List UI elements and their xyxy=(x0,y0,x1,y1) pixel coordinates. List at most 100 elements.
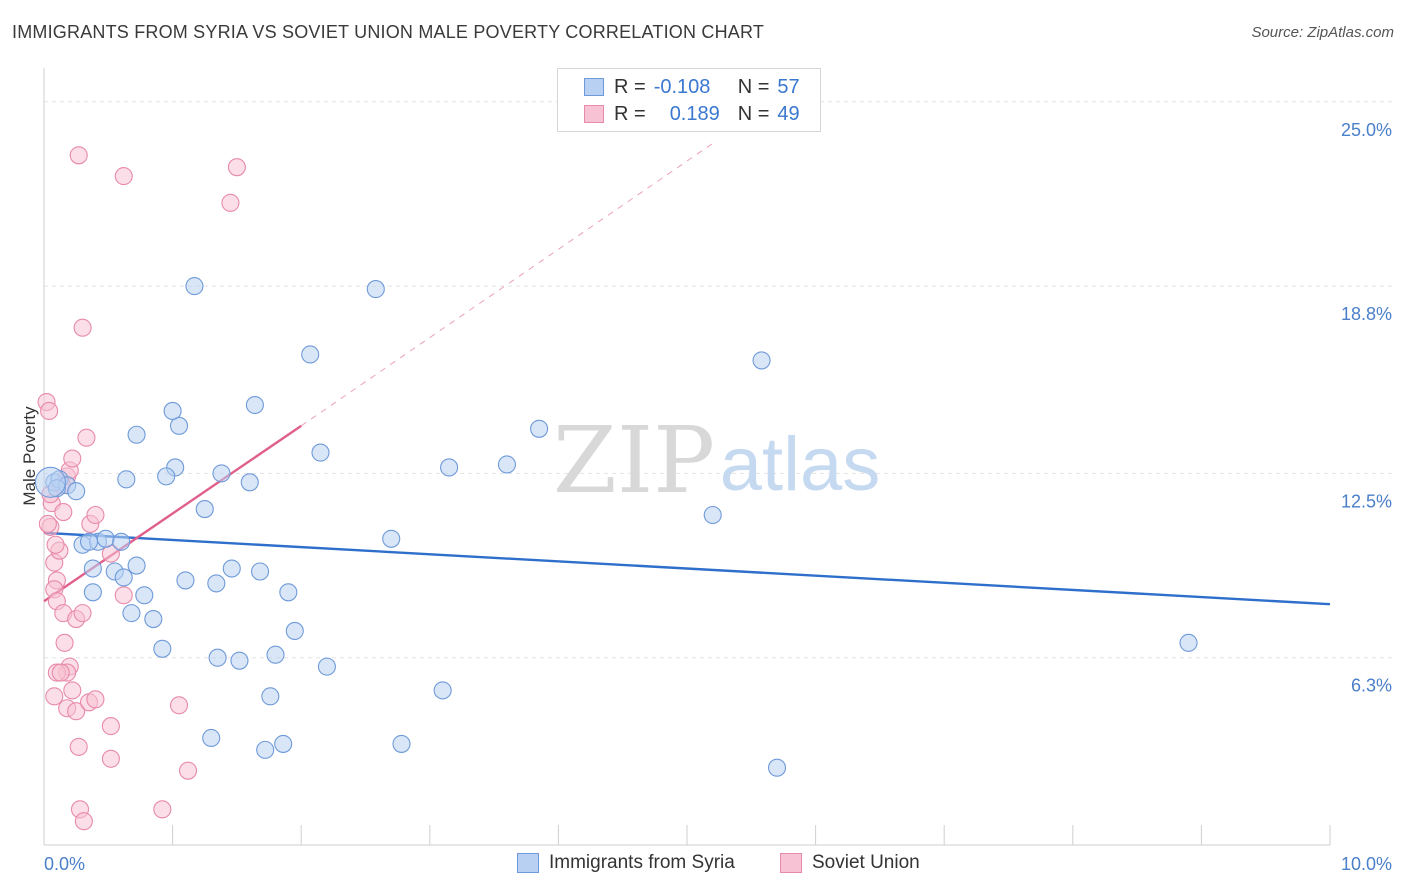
soviet-point xyxy=(69,737,88,756)
legend-soviet-n-value: 49 xyxy=(777,102,800,125)
syria-point xyxy=(202,728,221,748)
syria-point xyxy=(96,529,115,548)
soviet-point xyxy=(69,146,88,165)
syria-point xyxy=(250,562,270,581)
series-swatch-syria xyxy=(517,853,539,873)
watermark-zip: ZIP xyxy=(553,407,715,514)
watermark-atlas: atlas xyxy=(720,422,881,507)
syria-point xyxy=(185,277,204,296)
syria-point xyxy=(122,604,141,623)
syria-point xyxy=(67,482,86,501)
soviet-point xyxy=(86,505,105,525)
soviet-point xyxy=(74,812,93,831)
soviet-point xyxy=(46,535,65,554)
syria-point xyxy=(83,583,102,602)
series-legend-soviet: Soviet Union xyxy=(780,852,920,874)
legend-syria-n-label: N = xyxy=(737,75,770,98)
syria-point xyxy=(230,651,249,670)
syria-point xyxy=(266,645,285,664)
legend-swatch-syria xyxy=(584,78,604,96)
legend-row-soviet: R = 0.189 N = 49 xyxy=(584,101,800,127)
syria-point xyxy=(317,657,336,676)
syria-point xyxy=(382,529,401,548)
soviet-point xyxy=(38,514,57,533)
soviet-point xyxy=(54,502,73,522)
syria-point-cluster xyxy=(34,466,66,498)
x-tick-label-min: 0.0% xyxy=(44,854,85,874)
trend-lines xyxy=(43,142,1331,606)
syria-point xyxy=(127,556,146,575)
syria-point xyxy=(261,687,280,706)
legend-syria-r-label: R = xyxy=(614,75,646,98)
axes xyxy=(43,68,1331,846)
soviet-point xyxy=(67,702,86,721)
legend-soviet-r-label: R = xyxy=(614,102,646,125)
legend-row-syria: R = -0.108 N = 57 xyxy=(584,74,800,100)
soviet-point xyxy=(227,158,246,177)
legend-soviet-n-label: N = xyxy=(737,102,770,125)
soviet-point xyxy=(114,167,133,186)
syria-point xyxy=(767,758,787,777)
x-tick-label-max: 10.0% xyxy=(1341,854,1392,874)
soviet-point xyxy=(86,690,105,709)
syria-point xyxy=(1179,633,1198,652)
y-tick-label: 25.0% xyxy=(1341,120,1392,140)
syria-point xyxy=(153,639,172,658)
syria-point xyxy=(117,470,136,489)
syria-point xyxy=(440,458,459,477)
syria-point xyxy=(135,586,154,605)
series-label-syria: Immigrants from Syria xyxy=(549,852,735,873)
syria-point xyxy=(208,648,227,667)
soviet-point xyxy=(114,586,133,605)
soviet-point xyxy=(73,604,92,623)
syria-point xyxy=(144,610,163,629)
y-tick-label: 12.5% xyxy=(1341,491,1392,511)
soviet-point xyxy=(101,717,120,736)
legend-syria-n-value: 57 xyxy=(777,75,800,98)
syria-point xyxy=(245,395,264,415)
syria-point xyxy=(433,681,452,700)
soviet-trend-line-extension xyxy=(300,142,714,427)
soviet-point xyxy=(73,318,92,337)
syria-point xyxy=(256,740,275,759)
series-swatch-soviet xyxy=(780,853,802,873)
syria-point xyxy=(112,532,131,551)
soviet-point xyxy=(63,681,82,700)
syria-point xyxy=(207,574,226,593)
legend-swatch-soviet xyxy=(584,105,604,123)
syria-point xyxy=(157,467,176,486)
source-label: Source: ZipAtlas.com xyxy=(1251,24,1394,41)
soviet-point xyxy=(40,401,59,421)
syria-point xyxy=(703,505,722,525)
syria-point xyxy=(195,500,214,519)
soviet-point xyxy=(178,761,198,780)
series-legend: Immigrants from Syria Soviet Union xyxy=(0,852,1406,878)
syria-point xyxy=(83,559,102,578)
syria-point xyxy=(497,455,517,474)
gridlines xyxy=(44,101,1392,659)
chart-title: IMMIGRANTS FROM SYRIA VS SOVIET UNION MA… xyxy=(12,22,765,42)
syria-point xyxy=(311,443,330,462)
syria-point xyxy=(222,559,241,578)
y-tick-label: 6.3% xyxy=(1351,676,1392,696)
y-tick-label: 18.8% xyxy=(1341,304,1392,324)
syria-point xyxy=(392,734,411,753)
soviet-point xyxy=(77,428,96,447)
soviet-point xyxy=(63,449,82,468)
syria-point xyxy=(127,425,146,444)
legend-soviet-r-value: 0.189 xyxy=(669,102,720,125)
soviet-point xyxy=(51,663,70,682)
soviet-point xyxy=(221,193,240,212)
legend-syria-r-value: -0.108 xyxy=(653,75,711,98)
syria-point xyxy=(366,280,385,299)
syria-point xyxy=(176,571,195,590)
syria-point xyxy=(114,568,133,587)
watermark: ZIP atlas xyxy=(553,407,880,514)
soviet-point xyxy=(45,687,64,706)
soviet-point xyxy=(169,696,189,715)
data-points xyxy=(34,146,1198,831)
soviet-point xyxy=(55,633,74,652)
soviet-point xyxy=(101,749,120,768)
correlation-legend: R = -0.108 N = 57 R = 0.189 N = 49 xyxy=(557,68,821,132)
